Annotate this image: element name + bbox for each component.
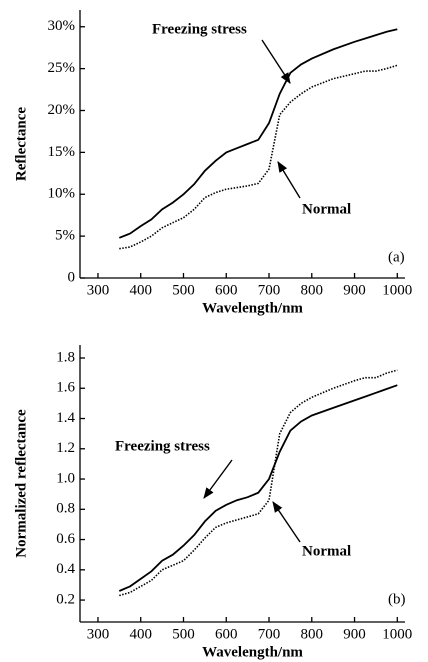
y-tick-label: 0 xyxy=(68,269,76,285)
x-axis-label: Wavelength/nm xyxy=(202,644,303,660)
x-tick-label: 700 xyxy=(258,282,281,298)
x-tick-label: 900 xyxy=(343,626,366,642)
x-tick-label: 800 xyxy=(301,282,324,298)
y-tick-label: 30% xyxy=(48,18,76,34)
data-line xyxy=(118,28,398,239)
y-axis-label: Normalized reflectance xyxy=(13,409,29,558)
data-line xyxy=(119,64,398,250)
y-tick-label: 0.8 xyxy=(56,501,75,517)
y-tick-label: 1.0 xyxy=(56,470,75,486)
y-tick-label: 25% xyxy=(48,60,76,76)
x-tick-label: 500 xyxy=(172,282,195,298)
x-tick-label: 500 xyxy=(172,626,195,642)
panel-label: (b) xyxy=(388,591,406,607)
y-tick-label: 20% xyxy=(48,102,76,118)
y-tick-label: 1.6 xyxy=(56,380,75,396)
data-line xyxy=(118,384,398,592)
y-axis-label: Reflectance xyxy=(13,107,29,181)
arrow xyxy=(272,501,301,543)
x-tick-label: 1000 xyxy=(382,626,412,642)
arrow xyxy=(277,161,301,199)
y-tick-label: 0.6 xyxy=(56,531,75,547)
data-line xyxy=(119,369,398,597)
panel-label: (a) xyxy=(388,249,405,265)
x-tick-label: 400 xyxy=(129,626,152,642)
y-tick-label: 1.8 xyxy=(56,349,75,365)
annotation: Normal xyxy=(302,543,351,559)
annotation: Normal xyxy=(302,201,351,217)
x-tick-label: 900 xyxy=(343,282,366,298)
x-tick-label: 300 xyxy=(87,282,110,298)
y-tick-label: 1.4 xyxy=(56,410,75,426)
x-tick-label: 1000 xyxy=(382,282,412,298)
y-tick-label: 1.2 xyxy=(56,440,75,456)
y-tick-label: 0.4 xyxy=(56,561,75,577)
annotation: Freezing stress xyxy=(152,21,247,37)
x-axis-label: Wavelength/nm xyxy=(202,300,303,316)
x-tick-label: 800 xyxy=(301,626,324,642)
y-tick-label: 5% xyxy=(55,228,75,244)
annotation: Freezing stress xyxy=(115,438,210,454)
y-tick-label: 10% xyxy=(48,186,76,202)
y-tick-label: 0.2 xyxy=(56,592,75,608)
x-tick-label: 700 xyxy=(258,626,281,642)
arrow xyxy=(261,39,291,84)
x-tick-label: 600 xyxy=(215,626,238,642)
y-tick-label: 15% xyxy=(48,144,76,160)
x-tick-label: 400 xyxy=(129,282,152,298)
x-tick-label: 300 xyxy=(87,626,110,642)
arrow xyxy=(203,459,233,499)
x-tick-label: 600 xyxy=(215,282,238,298)
